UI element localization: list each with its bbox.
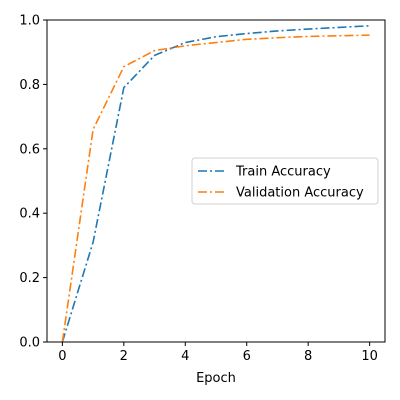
- series-line-0: [61, 25, 370, 343]
- series-layer: [61, 25, 370, 343]
- y-tick-label: 1.0: [19, 14, 40, 29]
- x-tick-label: 6: [243, 349, 251, 364]
- y-tick-label: 0.0: [19, 336, 40, 351]
- x-tick-label: 0: [58, 349, 66, 364]
- legend-label-1: Validation Accuracy: [236, 186, 364, 201]
- axes-layer: 0 2 4 6 8 10 0.0 0.2 0.4 0.6 0.8 1.0: [19, 14, 386, 364]
- x-tick-label: 4: [181, 349, 189, 364]
- x-tick-label: 10: [361, 349, 378, 364]
- y-tick-label: 0.4: [19, 207, 40, 222]
- series-line-1: [61, 34, 370, 343]
- x-tick-label: 2: [120, 349, 128, 364]
- legend: Train Accuracy Validation Accuracy: [191, 157, 379, 205]
- x-tick-label: 8: [304, 349, 312, 364]
- legend-label-0: Train Accuracy: [235, 165, 331, 180]
- y-tick-label: 0.2: [19, 271, 40, 286]
- y-tick-label: 0.8: [19, 78, 40, 93]
- y-tick-label: 0.6: [19, 142, 40, 157]
- x-axis-label: Epoch: [196, 371, 236, 386]
- plot-frame: [46, 19, 386, 343]
- legend-box: [191, 157, 379, 205]
